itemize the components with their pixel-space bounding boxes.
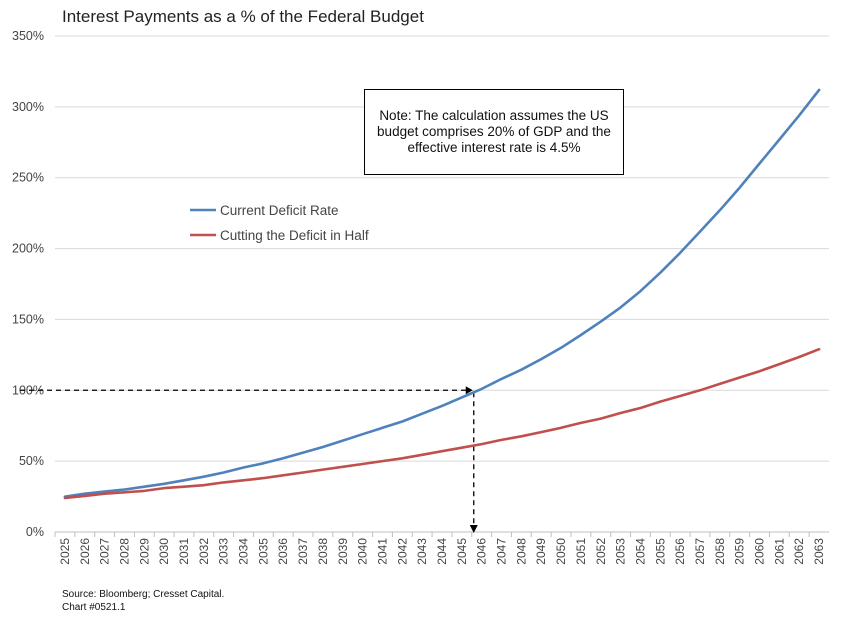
crosshair-arrow-down xyxy=(469,525,478,533)
y-tick-label: 250% xyxy=(12,171,44,185)
x-tick-label: 2034 xyxy=(237,538,251,565)
x-tick-label: 2035 xyxy=(256,538,270,565)
x-tick-label: 2045 xyxy=(455,538,469,565)
x-tick-label: 2049 xyxy=(534,538,548,565)
x-tick-label: 2056 xyxy=(673,538,687,565)
x-tick-label: 2062 xyxy=(792,538,806,565)
x-tick-label: 2046 xyxy=(475,538,489,565)
x-tick-label: 2041 xyxy=(375,538,389,565)
x-tick-label: 2047 xyxy=(495,538,509,565)
y-tick-label: 100% xyxy=(12,383,44,397)
x-tick-label: 2059 xyxy=(733,538,747,565)
x-tick-label: 2054 xyxy=(633,538,647,565)
y-tick-label: 150% xyxy=(12,312,44,326)
x-tick-label: 2032 xyxy=(197,538,211,565)
x-tick-label: 2058 xyxy=(713,538,727,565)
series-line-0 xyxy=(63,88,821,498)
y-axis-ticks: 0% 50% 100% 150% 200% 250% 300% 350% xyxy=(12,29,44,539)
x-tick-label: 2038 xyxy=(316,538,330,565)
x-tick-label: 2033 xyxy=(217,538,231,565)
x-tick-label: 2044 xyxy=(435,538,449,565)
crosshair-arrow-right xyxy=(465,386,473,395)
x-tick-label: 2042 xyxy=(395,538,409,565)
crosshair-annotation xyxy=(20,386,478,533)
x-tick-label: 2043 xyxy=(415,538,429,565)
y-tick-label: 0% xyxy=(26,525,44,539)
x-tick-label: 2050 xyxy=(554,538,568,565)
y-tick-label: 350% xyxy=(12,29,44,43)
x-tick-label: 2030 xyxy=(157,538,171,565)
x-tick-label: 2060 xyxy=(753,538,767,565)
x-tick-label: 2057 xyxy=(693,538,707,565)
x-tick-label: 2026 xyxy=(78,538,92,565)
y-tick-label: 50% xyxy=(19,454,44,468)
x-tick-label: 2029 xyxy=(137,538,151,565)
x-tick-label: 2063 xyxy=(812,538,826,565)
x-tick-label: 2027 xyxy=(98,538,112,565)
y-tick-label: 300% xyxy=(12,100,44,114)
x-tick-label: 2061 xyxy=(772,538,786,565)
note-text: Note: The calculation assumes the US bud… xyxy=(377,108,611,155)
x-tick-label: 2052 xyxy=(594,538,608,565)
legend: Current Deficit Rate Cutting the Deficit … xyxy=(190,203,369,243)
chart-id: Chart #0521.1 xyxy=(62,602,126,613)
chart-title: Interest Payments as a % of the Federal … xyxy=(62,7,424,26)
x-tick-label: 2048 xyxy=(514,538,528,565)
series-line-1 xyxy=(63,347,821,500)
x-tick-label: 2036 xyxy=(276,538,290,565)
x-axis-ticks: 2025 2026 2027 2028 2029 2030 2031 2032 2033 2034… xyxy=(54,532,826,565)
x-tick-label: 2037 xyxy=(296,538,310,565)
series-lines xyxy=(63,88,821,500)
x-tick-label: 2039 xyxy=(336,538,350,565)
x-tick-label: 2028 xyxy=(117,538,131,565)
source-text: Source: Bloomberg; Cresset Capital. xyxy=(62,589,225,600)
note-box: Note: The calculation assumes the US bud… xyxy=(364,89,624,175)
x-tick-label: 2040 xyxy=(356,538,370,565)
legend-label-0: Current Deficit Rate xyxy=(220,203,339,218)
x-tick-label: 2031 xyxy=(177,538,191,565)
x-tick-label: 2025 xyxy=(58,538,72,565)
source-note: Source: Bloomberg; Cresset Capital. Char… xyxy=(62,588,224,614)
legend-label-1: Cutting the Deficit in Half xyxy=(220,228,369,243)
x-tick-label: 2051 xyxy=(574,538,588,565)
y-tick-label: 200% xyxy=(12,242,44,256)
x-tick-label: 2055 xyxy=(653,538,667,565)
x-tick-label: 2053 xyxy=(614,538,628,565)
